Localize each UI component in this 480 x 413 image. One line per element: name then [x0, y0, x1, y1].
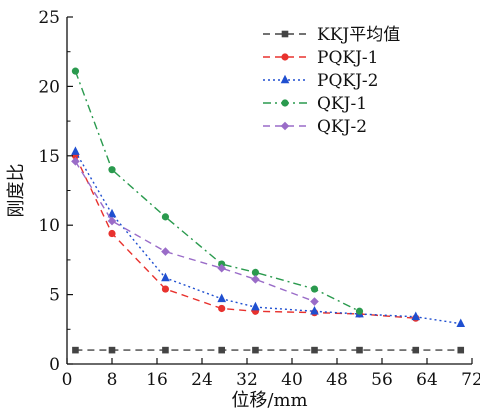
- data-point: [108, 166, 116, 174]
- data-point: [71, 146, 80, 155]
- data-point: [71, 157, 80, 166]
- data-point: [411, 311, 421, 321]
- legend-item-4: QKJ-2: [263, 117, 367, 137]
- data-point: [108, 346, 116, 354]
- series-line: [74, 161, 315, 303]
- series-0: [72, 346, 465, 354]
- legend-swatch-marker: [280, 74, 290, 84]
- data-point: [251, 301, 260, 311]
- data-point: [218, 346, 225, 354]
- y-tick-label: 15: [38, 147, 60, 167]
- data-point: [107, 208, 117, 218]
- data-point: [162, 346, 169, 354]
- data-point: [217, 293, 226, 303]
- data-point: [217, 263, 226, 273]
- x-tick-label: 72: [461, 370, 480, 390]
- y-tick-label: 5: [49, 286, 60, 306]
- series-2: [71, 146, 466, 328]
- legend-swatch-marker: [280, 121, 290, 131]
- x-tick-label: 0: [62, 370, 73, 390]
- x-tick-label: 56: [371, 370, 393, 390]
- x-tick-label: 16: [146, 370, 168, 390]
- series-layer: [71, 67, 466, 354]
- legend-item-3: QKJ-1: [263, 94, 367, 114]
- data-point: [161, 272, 170, 282]
- data-point: [107, 216, 117, 226]
- data-point: [456, 318, 466, 328]
- series-4: [71, 157, 319, 306]
- data-point: [457, 346, 465, 354]
- legend: KKJ平均值 PQKJ-1 PQKJ-2 QKJ-1 QKJ-2: [263, 25, 400, 137]
- data-point: [251, 268, 260, 276]
- ticks-layer: 0 8 16 24 32 40 48 56 64 72 0 5 10 15 20 25: [38, 8, 480, 390]
- legend-swatch-marker: [281, 53, 289, 61]
- y-tick-label: 25: [38, 8, 60, 28]
- x-tick-label: 64: [416, 370, 438, 390]
- legend-label: PQKJ-1: [317, 48, 378, 68]
- legend-swatch-marker: [281, 99, 289, 107]
- data-point: [161, 285, 170, 293]
- legend-item-0: KKJ平均值: [263, 25, 400, 45]
- legend-label: KKJ平均值: [317, 25, 400, 45]
- series-line: [74, 155, 416, 319]
- data-point: [218, 304, 226, 313]
- data-point: [310, 297, 319, 306]
- data-point: [412, 346, 420, 354]
- data-point: [310, 305, 319, 315]
- data-point: [161, 247, 170, 256]
- data-point: [310, 285, 319, 293]
- plot-area: [67, 17, 472, 364]
- y-tick-label: 0: [49, 355, 60, 375]
- data-point: [108, 229, 116, 238]
- data-point: [356, 346, 363, 354]
- legend-item-2: PQKJ-2: [263, 71, 378, 91]
- data-point: [72, 346, 79, 354]
- legend-label: QKJ-1: [317, 94, 367, 114]
- data-point: [311, 346, 318, 354]
- data-point: [251, 275, 260, 284]
- x-tick-label: 40: [281, 370, 303, 390]
- legend-swatch-marker: [281, 30, 289, 38]
- data-point: [71, 67, 80, 75]
- plot-background: [67, 17, 472, 364]
- data-point: [161, 213, 170, 221]
- x-axis-title: 位移/mm: [231, 390, 307, 411]
- x-tick-label: 48: [326, 370, 348, 390]
- y-tick-label: 20: [38, 77, 60, 97]
- data-point: [252, 346, 259, 354]
- y-tick-label: 10: [38, 216, 60, 236]
- data-point: [355, 307, 364, 315]
- y-axis-title: 刚度比: [6, 164, 27, 218]
- legend-label: PQKJ-2: [317, 71, 378, 91]
- legend-label: QKJ-2: [317, 117, 367, 137]
- x-tick-label: 24: [191, 370, 213, 390]
- legend-item-1: PQKJ-1: [263, 48, 378, 68]
- x-tick-label: 8: [107, 370, 118, 390]
- x-tick-label: 32: [236, 370, 258, 390]
